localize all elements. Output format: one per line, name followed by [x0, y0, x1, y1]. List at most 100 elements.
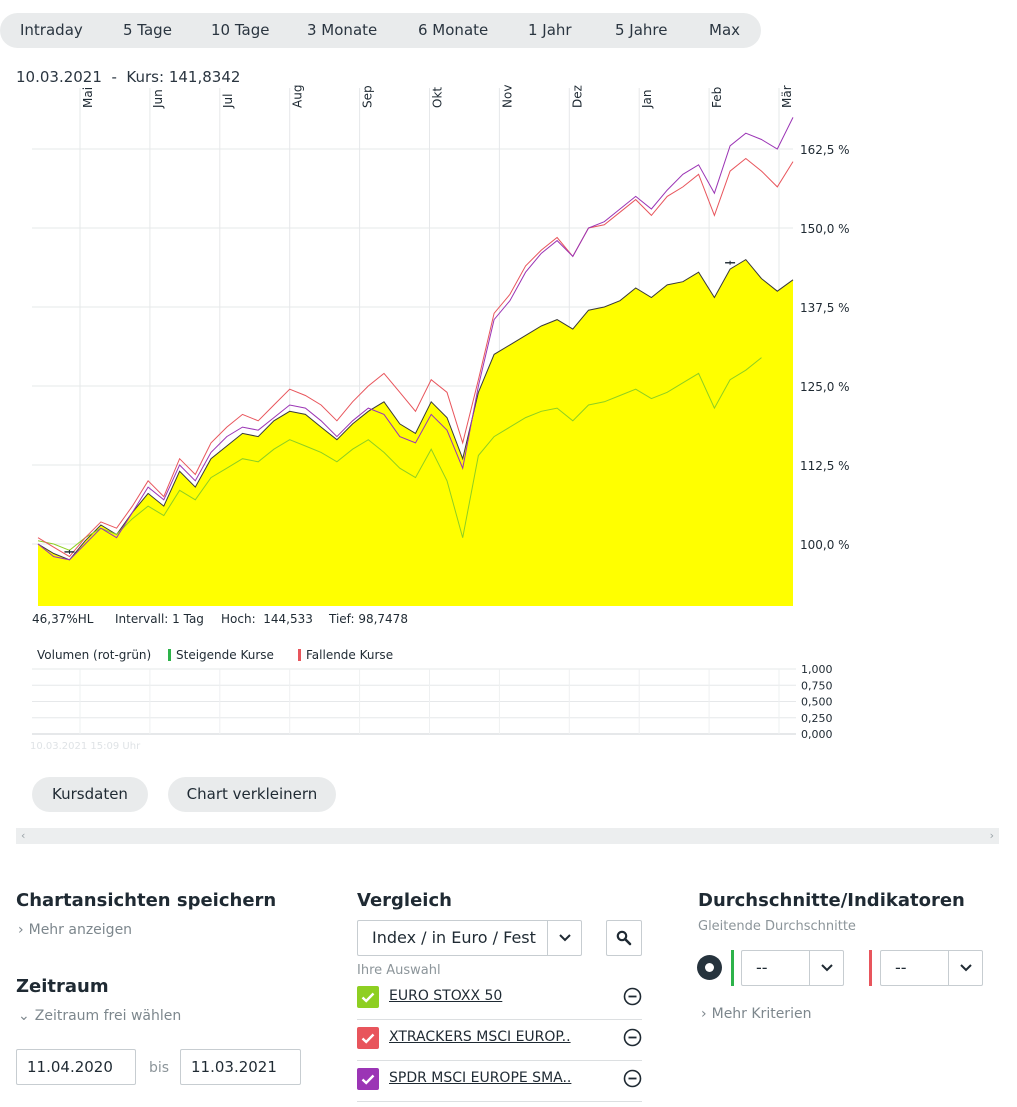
compare-link-spdr[interactable]: SPDR MSCI EUROPE SMA..: [389, 1070, 572, 1086]
mehr-kriterien-link[interactable]: › Mehr Kriterien: [701, 1006, 811, 1022]
zeitraum-frei-link[interactable]: ⌄ Zeitraum frei wählen: [18, 1008, 181, 1024]
tab-5-jahre[interactable]: 5 Jahre: [615, 21, 668, 39]
chart-date: 10.03.2021: [16, 68, 102, 86]
average-select-2-value: --: [895, 958, 907, 977]
date-to-input[interactable]: 11.03.2021: [180, 1049, 301, 1085]
price-chart[interactable]: Mai Jun Jul Aug Sep Okt Nov Dez Jan Feb Mär 100,0 …: [0, 80, 860, 610]
checkbox-euro-stoxx[interactable]: [357, 986, 379, 1008]
vergleich-select-value: Index / in Euro / Fest: [372, 928, 536, 947]
y-tick-label: 137,5 %: [800, 301, 850, 315]
average-select-2[interactable]: --: [880, 950, 983, 986]
legend-down-label: Fallende Kurse: [306, 648, 394, 662]
indikatoren-title: Durchschnitte/Indikatoren: [698, 890, 965, 911]
series-line-1: [37, 157, 794, 558]
chartansichten-title: Chartansichten speichern: [16, 890, 277, 911]
remove-circle-icon[interactable]: [623, 987, 642, 1010]
horizontal-scrollbar[interactable]: ‹ ›: [16, 828, 999, 844]
chevron-down-icon: [547, 921, 581, 955]
x-tick-label: Sep: [361, 85, 375, 108]
y-tick-label: 125,0 %: [800, 380, 850, 394]
list-item: EURO STOXX 50: [357, 979, 642, 1020]
checkbox-spdr[interactable]: [357, 1068, 379, 1090]
search-button[interactable]: [606, 920, 642, 956]
x-tick-label: Mai: [81, 87, 95, 108]
series-line-0: [37, 357, 762, 551]
volume-title: Volumen (rot-grün): [37, 648, 152, 662]
chart-area-layer: [37, 258, 794, 606]
y-tick-label: 150,0 %: [800, 222, 850, 236]
tab-intraday[interactable]: Intraday: [20, 21, 83, 39]
chart-verkleinern-button[interactable]: Chart verkleinern: [168, 777, 336, 812]
volume-y-tick-label: 0,000: [801, 728, 833, 741]
remove-circle-icon[interactable]: [623, 1069, 642, 1092]
volume-y-tick-label: 1,000: [801, 663, 833, 676]
tab-5-tage[interactable]: 5 Tage: [123, 21, 172, 39]
y-tick-label: 112,5 %: [800, 459, 850, 473]
vergleich-select[interactable]: Index / in Euro / Fest: [357, 920, 582, 956]
scroll-left-icon[interactable]: ‹: [21, 829, 26, 842]
volume-y-tick-label: 0,750: [801, 679, 833, 692]
legend-up-label: Steigende Kurse: [176, 648, 274, 662]
tab-6-monate[interactable]: 6 Monate: [418, 21, 489, 39]
volume-timestamp: 10.03.2021 15:09 Uhr: [30, 741, 141, 752]
period-tabs: Intraday 5 Tage 10 Tage 3 Monate 6 Monat…: [0, 13, 761, 48]
kurs-area: [38, 259, 793, 606]
mehr-anzeigen-link[interactable]: › Mehr anzeigen: [18, 922, 132, 938]
kurs-label: Kurs:: [126, 68, 165, 86]
x-tick-label: Mär: [780, 85, 794, 108]
y-tick-label: 162,5 %: [800, 143, 850, 157]
x-tick-label: Aug: [291, 85, 305, 108]
average-select-1[interactable]: --: [741, 950, 844, 986]
x-tick-label: Jun: [151, 89, 165, 109]
chart-header: 10.03.2021 - Kurs: 141,8342: [16, 68, 240, 86]
x-tick-label: Dez: [570, 85, 584, 108]
check-icon: [361, 1033, 375, 1044]
x-tick-label: Jul: [221, 94, 235, 109]
compare-link-euro-stoxx[interactable]: EURO STOXX 50: [389, 988, 503, 1004]
list-item: SPDR MSCI EUROPE SMA..: [357, 1061, 642, 1102]
volume-y-tick-label: 0,250: [801, 712, 833, 725]
stat-hoch: Hoch: 144,533: [221, 612, 313, 626]
radio-button[interactable]: [697, 955, 722, 980]
tab-3-monate[interactable]: 3 Monate: [307, 21, 378, 39]
stat-hl: 46,37%HL: [32, 612, 94, 626]
date-from-input[interactable]: 11.04.2020: [16, 1049, 136, 1085]
kurs-line: [37, 258, 794, 561]
chevron-right-icon: ›: [701, 1006, 707, 1022]
chevron-down-icon: [809, 951, 843, 985]
y-tick-label: 100,0 %: [800, 538, 850, 552]
green-color-bar: [731, 950, 734, 986]
x-tick-label: Feb: [710, 87, 724, 108]
tab-max[interactable]: Max: [709, 21, 741, 39]
red-mark-icon: [298, 649, 301, 661]
zeitraum-frei-label: Zeitraum frei wählen: [34, 1008, 182, 1024]
tab-10-tage[interactable]: 10 Tage: [211, 21, 270, 39]
kursdaten-button[interactable]: Kursdaten: [32, 777, 148, 812]
series-line-2: [37, 117, 794, 561]
remove-circle-icon[interactable]: [623, 1028, 642, 1051]
volume-grid: [32, 668, 796, 735]
zeitraum-title: Zeitraum: [16, 976, 109, 997]
scroll-right-icon[interactable]: ›: [989, 829, 994, 842]
x-tick-label: Nov: [500, 85, 514, 108]
tab-1-jahr[interactable]: 1 Jahr: [528, 21, 572, 39]
chart-x-ticks: Mai Jun Jul Aug Sep Okt Nov Dez Jan Feb Mär: [81, 85, 794, 109]
mehr-anzeigen-label: Mehr anzeigen: [28, 922, 133, 938]
average-select-1-value: --: [756, 958, 768, 977]
check-icon: [361, 1074, 375, 1085]
stat-intervall: Intervall: 1 Tag: [115, 612, 204, 626]
x-tick-label: Okt: [431, 87, 445, 108]
x-tick-label: Jan: [640, 90, 654, 110]
stat-tief: Tief: 98,7478: [329, 612, 408, 626]
search-icon: [616, 930, 632, 946]
mehr-kriterien-label: Mehr Kriterien: [711, 1006, 812, 1022]
volume-y-ticks: 1,000 0,750 0,500 0,250 0,000: [801, 663, 833, 741]
checkbox-xtrackers[interactable]: [357, 1027, 379, 1049]
chevron-down-icon: ⌄: [18, 1008, 30, 1024]
chart-separator: -: [111, 68, 117, 86]
chevron-down-icon: [948, 951, 982, 985]
compare-link-xtrackers[interactable]: XTRACKERS MSCI EUROP..: [389, 1029, 571, 1045]
legend-fallende: Fallende Kurse: [298, 648, 393, 662]
vergleich-title: Vergleich: [357, 890, 452, 911]
volume-chart: 1,000 0,750 0,500 0,250 0,000 10.03.2021 15:…: [30, 663, 833, 752]
